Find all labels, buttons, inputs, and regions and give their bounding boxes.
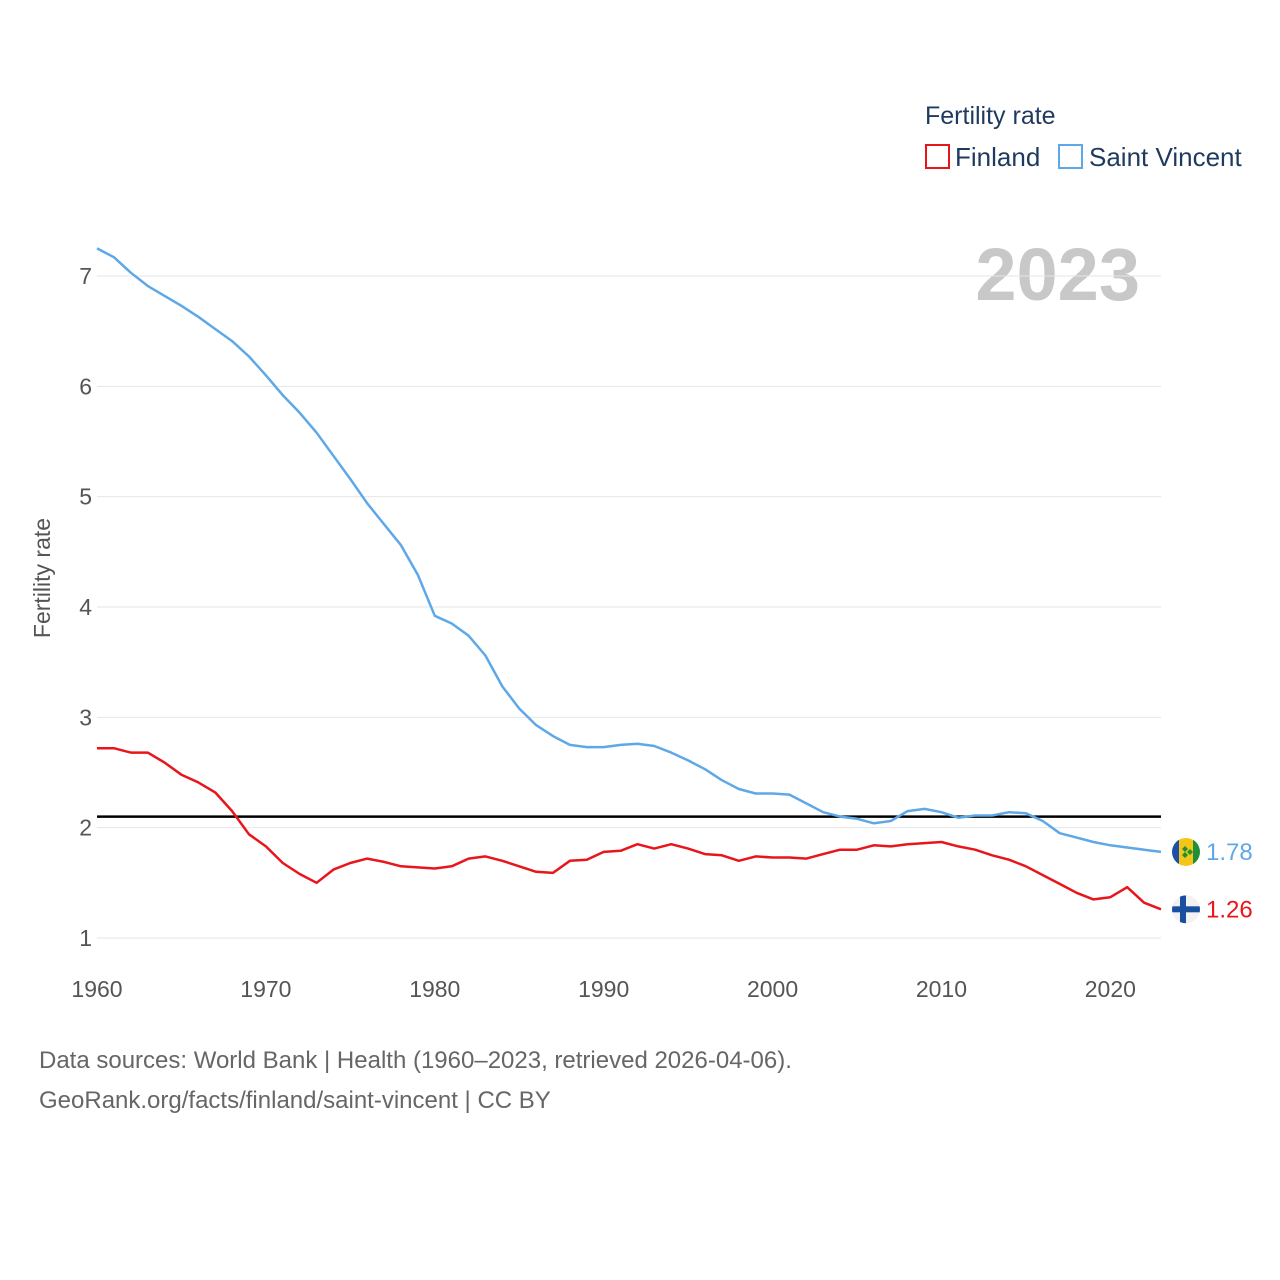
y-axis-label: Fertility rate: [29, 518, 55, 638]
x-tick-label: 1970: [240, 976, 291, 1002]
legend: Fertility rate Finland Saint Vincent: [925, 102, 1243, 172]
current-year-label: 2023: [975, 233, 1140, 316]
series-line-finland[interactable]: [97, 746, 1162, 911]
y-tick-label: 1: [79, 925, 92, 951]
legend-swatch-saint-vincent[interactable]: [1058, 144, 1083, 169]
end-value-label: 1.78: [1206, 839, 1253, 866]
series-line-saint-vincent[interactable]: [96, 247, 1162, 854]
legend-label-finland[interactable]: Finland: [955, 142, 1040, 172]
y-tick-label: 4: [79, 594, 92, 620]
y-tick-label: 3: [79, 704, 92, 730]
legend-title: Fertility rate: [925, 102, 1056, 130]
x-tick-label: 2010: [916, 976, 967, 1002]
saint-vincent-flag-icon: [1172, 837, 1200, 866]
y-axis-ticks: 1 2 3 4 5 6 7: [79, 263, 92, 951]
series-lines: [96, 247, 1162, 911]
legend-swatch-finland[interactable]: [925, 144, 950, 169]
x-axis-ticks: 1960 1970 1980 1990 2000 2010 2020: [71, 976, 1136, 1002]
series-end-labels: 1.26 1.78: [1172, 837, 1253, 924]
x-tick-label: 2000: [747, 976, 798, 1002]
x-tick-label: 2020: [1085, 976, 1136, 1002]
credit-link[interactable]: GeoRank.org/facts/finland/saint-vincent …: [39, 1087, 551, 1114]
finland-flag-icon: [1172, 895, 1200, 924]
x-tick-label: 1960: [71, 976, 122, 1002]
x-tick-label: 1990: [578, 976, 629, 1002]
data-sources-text: Data sources: World Bank | Health (1960–…: [39, 1047, 792, 1074]
y-tick-label: 5: [79, 484, 92, 510]
y-tick-label: 2: [79, 815, 92, 841]
y-tick-label: 6: [79, 373, 92, 399]
end-value-label: 1.26: [1206, 896, 1253, 923]
y-tick-label: 7: [79, 263, 92, 289]
legend-label-saint-vincent[interactable]: Saint Vincent: [1089, 142, 1243, 172]
x-tick-label: 1980: [409, 976, 460, 1002]
